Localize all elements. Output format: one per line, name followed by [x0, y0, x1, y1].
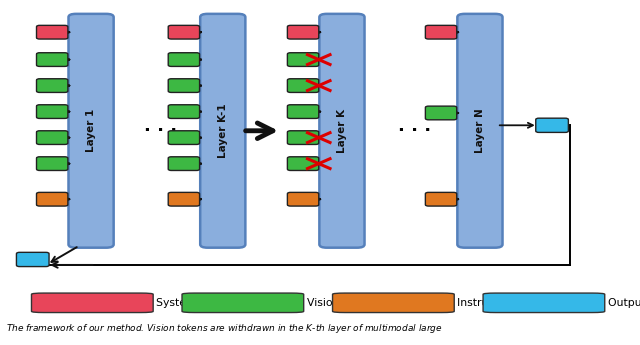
FancyBboxPatch shape: [36, 53, 68, 67]
FancyBboxPatch shape: [287, 53, 319, 67]
FancyBboxPatch shape: [426, 193, 457, 206]
FancyBboxPatch shape: [68, 14, 114, 248]
FancyBboxPatch shape: [333, 293, 454, 313]
Text: · · ·: · · ·: [397, 122, 431, 140]
FancyBboxPatch shape: [36, 131, 68, 145]
FancyBboxPatch shape: [182, 293, 304, 313]
FancyBboxPatch shape: [287, 25, 319, 39]
FancyBboxPatch shape: [319, 14, 365, 248]
Text: Layer K-1: Layer K-1: [218, 104, 228, 158]
FancyBboxPatch shape: [36, 25, 68, 39]
FancyBboxPatch shape: [426, 106, 457, 120]
FancyBboxPatch shape: [17, 252, 49, 267]
Text: System Tokens: System Tokens: [156, 298, 237, 308]
Text: Instruction Tokens: Instruction Tokens: [458, 298, 556, 308]
FancyBboxPatch shape: [287, 193, 319, 206]
Text: Layer K: Layer K: [337, 109, 347, 153]
FancyBboxPatch shape: [287, 157, 319, 170]
Text: Layer N: Layer N: [475, 108, 485, 153]
FancyBboxPatch shape: [536, 118, 568, 132]
FancyBboxPatch shape: [287, 105, 319, 118]
FancyBboxPatch shape: [168, 25, 200, 39]
FancyBboxPatch shape: [200, 14, 245, 248]
Text: Layer 1: Layer 1: [86, 109, 96, 152]
FancyBboxPatch shape: [458, 14, 502, 248]
FancyBboxPatch shape: [168, 131, 200, 145]
FancyBboxPatch shape: [483, 293, 605, 313]
FancyBboxPatch shape: [31, 293, 153, 313]
FancyBboxPatch shape: [168, 157, 200, 170]
FancyBboxPatch shape: [287, 79, 319, 92]
Text: The framework of our method. Vision tokens are withdrawn in the $K$-th layer of : The framework of our method. Vision toke…: [6, 322, 443, 335]
Text: Output Tokens: Output Tokens: [608, 298, 640, 308]
FancyBboxPatch shape: [36, 79, 68, 92]
FancyBboxPatch shape: [168, 53, 200, 67]
Text: Vision Tokens: Vision Tokens: [307, 298, 380, 308]
FancyBboxPatch shape: [36, 157, 68, 170]
FancyBboxPatch shape: [36, 193, 68, 206]
FancyBboxPatch shape: [287, 131, 319, 145]
FancyBboxPatch shape: [36, 105, 68, 118]
FancyBboxPatch shape: [168, 105, 200, 118]
FancyBboxPatch shape: [168, 193, 200, 206]
FancyBboxPatch shape: [168, 79, 200, 92]
FancyBboxPatch shape: [426, 25, 457, 39]
Text: · · ·: · · ·: [143, 122, 177, 140]
